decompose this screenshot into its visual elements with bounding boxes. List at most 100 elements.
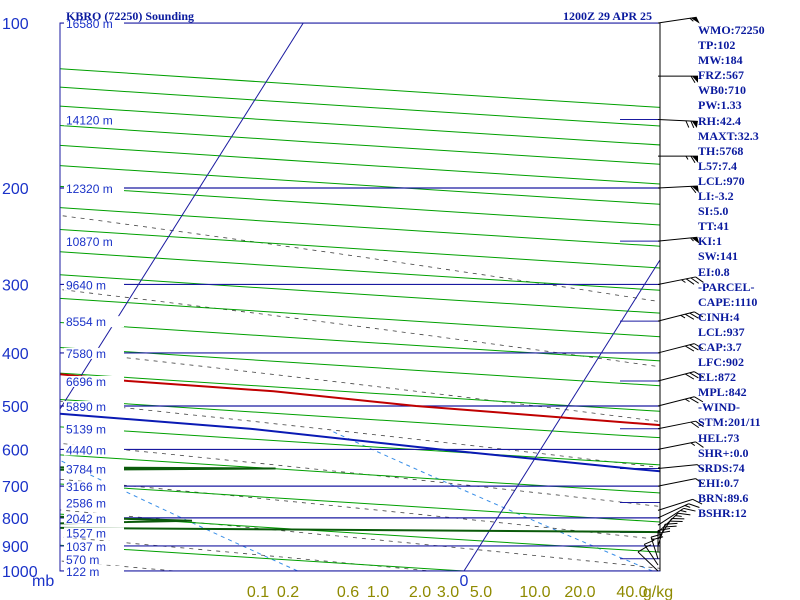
wind-barb-full [692,498,703,505]
index-line: LFC:902 [698,355,744,370]
mixing-ratio-line [329,429,654,571]
wind-barb-staff [657,420,696,430]
height-label: 3784 m [66,462,106,476]
wind-barb-flag [691,121,698,128]
height-label: 122 m [66,565,99,579]
wind-barb-staff [657,503,689,519]
wind-barb [657,420,704,430]
height-label: 3166 m [66,480,106,494]
height-label-bg [64,423,124,435]
height-label-bg [64,540,124,552]
wind-barb-full [690,186,697,194]
wind-barb-full [697,464,704,472]
pressure-label: 100 [2,16,29,33]
height-label: 12320 m [66,182,113,196]
dry-adiabat [60,228,660,269]
wind-barb-full [689,397,699,404]
index-line: -WIND- [698,400,740,415]
wind-barb-full [684,345,695,352]
wind-barb-half [684,505,691,508]
index-line: LCL:937 [698,324,745,339]
wind-barb [657,371,704,382]
wind-barb [658,155,698,164]
wind-barb-full [651,536,664,541]
wind-barb [657,507,696,526]
index-line: LCL:970 [698,173,745,188]
isotherm [60,23,304,411]
wind-barb-staff [657,396,695,407]
wind-barb [657,464,704,472]
wind-barbs [637,16,704,572]
wind-barb-full [688,503,700,508]
mixing-ratio-label: 20.0 [564,584,595,600]
dry-adiabat [60,426,660,466]
wind-barb-full [693,343,704,350]
index-line: SI:5.0 [698,204,729,219]
wind-barb [657,441,704,450]
wind-barb-full [690,155,696,164]
wind-barb [657,396,704,407]
wind-barb-staff [657,441,696,450]
wind-barb-staff [657,343,695,354]
height-label-bg [64,401,124,413]
wind-barb [657,503,700,519]
wind-barb-staff [643,544,659,566]
height-label-bg [64,463,124,475]
height-label: 16580 m [66,17,113,31]
wind-barb-full [684,313,695,320]
index-line: WB0:710 [698,83,746,98]
mixing-ratio-label: 40.0 [616,584,647,600]
moist-adiabat [60,536,435,571]
index-line: EL:872 [698,370,737,385]
plot-frame [59,22,661,572]
index-line: CAPE:1110 [698,294,758,309]
pressure-label: 500 [2,399,29,416]
index-line: SHR+:0.0 [698,445,749,460]
pressure-label: 200 [2,181,29,198]
wind-barb-half [680,509,687,513]
pressure-label: 900 [2,539,29,556]
height-label: 1037 m [66,540,106,554]
dry-adiabat [60,251,660,291]
wind-barb-half [675,515,682,517]
height-label-bg [64,236,124,248]
dry-adiabat [60,513,660,553]
index-line: MPL:842 [698,385,747,400]
pressure-unit-label: mb [32,573,54,590]
wind-barb-full [650,533,663,538]
wind-barb-half [645,544,652,548]
wind-barb-flag [692,156,698,163]
wind-barb-flag [690,17,700,24]
height-label: 7580 m [66,347,106,361]
sounding-datetime: 1200Z 29 APR 25 [563,9,653,23]
height-label-bg [64,497,124,509]
parcel-trace [60,412,660,473]
index-line: L57:7.4 [698,158,737,173]
wind-barb [657,16,700,24]
indices-panel: WMO:72250 TP:102 MW:184 FRZ:567 WB0:710 PW:1.… [698,23,765,521]
height-label: 2586 m [66,497,106,511]
wind-barb-full [690,120,695,129]
wind-barb [657,512,691,533]
wind-barb-full [684,373,695,380]
index-line: EI:0.8 [698,264,730,279]
height-label: 5139 m [66,423,106,437]
wind-barb-staff [657,478,696,487]
index-line: PW:1.33 [698,98,742,113]
height-label-bg [64,316,124,328]
wind-barb [657,276,704,285]
mixing-ratio-label: 2.0 [409,584,431,600]
height-label: 570 m [66,553,99,567]
index-line: KI:1 [698,234,722,249]
height-label-bg [64,279,124,291]
index-line: HEL:73 [698,430,740,445]
wind-barb-full [695,441,704,448]
wind-barb-staff [657,512,679,533]
height-label: 8554 m [66,315,106,329]
wind-barb-full [683,507,696,512]
wind-barb-full [695,420,704,428]
index-line: CAP:3.7 [698,339,742,354]
wind-barb [637,546,659,572]
wind-barb-staff [637,551,659,572]
height-label-bg [64,114,124,126]
